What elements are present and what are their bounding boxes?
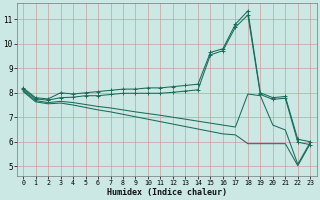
X-axis label: Humidex (Indice chaleur): Humidex (Indice chaleur) <box>107 188 227 197</box>
